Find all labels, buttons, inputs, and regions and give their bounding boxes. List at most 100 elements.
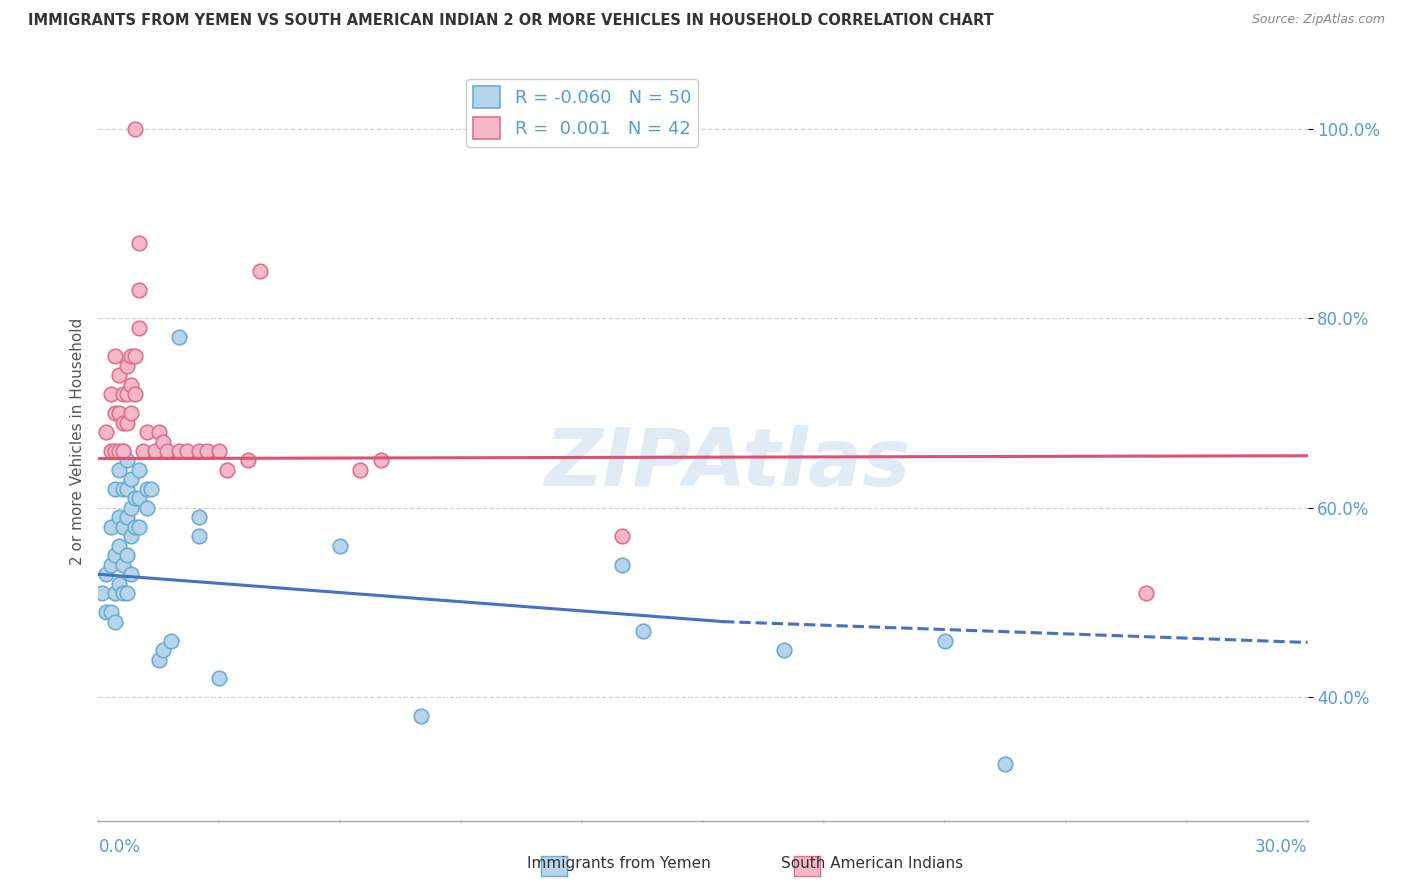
Text: 0.0%: 0.0%: [98, 838, 141, 855]
Text: Immigrants from Yemen: Immigrants from Yemen: [527, 856, 710, 871]
Point: [772, 643, 794, 657]
Point: [107, 539, 129, 553]
Point: [115, 359, 138, 373]
Point: [148, 652, 170, 666]
Point: [120, 567, 142, 582]
Point: [103, 349, 125, 363]
Point: [103, 482, 125, 496]
Point: [132, 444, 155, 458]
Point: [128, 235, 150, 250]
Point: [135, 482, 157, 496]
Point: [100, 605, 122, 619]
Point: [111, 586, 134, 600]
Point: [370, 453, 392, 467]
Point: [111, 482, 134, 496]
Point: [115, 548, 138, 563]
Point: [107, 463, 129, 477]
Point: [128, 283, 150, 297]
Point: [135, 500, 157, 515]
Text: Source: ZipAtlas.com: Source: ZipAtlas.com: [1251, 13, 1385, 27]
Point: [329, 539, 352, 553]
Point: [115, 416, 138, 430]
Point: [409, 709, 432, 723]
Point: [111, 444, 134, 458]
Point: [135, 425, 157, 439]
Point: [188, 510, 211, 524]
Y-axis label: 2 or more Vehicles in Household: 2 or more Vehicles in Household: [69, 318, 84, 566]
Point: [111, 520, 134, 534]
Legend: R = -0.060   N = 50, R =  0.001   N = 42: R = -0.060 N = 50, R = 0.001 N = 42: [465, 79, 699, 146]
Point: [176, 444, 198, 458]
Point: [188, 444, 211, 458]
Point: [128, 463, 150, 477]
Point: [96, 567, 118, 582]
Point: [107, 406, 129, 420]
Point: [107, 510, 129, 524]
Text: IMMIGRANTS FROM YEMEN VS SOUTH AMERICAN INDIAN 2 OR MORE VEHICLES IN HOUSEHOLD C: IMMIGRANTS FROM YEMEN VS SOUTH AMERICAN …: [28, 13, 994, 29]
Point: [111, 387, 134, 401]
Point: [195, 444, 218, 458]
Point: [107, 444, 129, 458]
Point: [167, 444, 190, 458]
Point: [167, 330, 190, 344]
Point: [111, 416, 134, 430]
Point: [124, 491, 146, 506]
Point: [188, 529, 211, 543]
Point: [128, 520, 150, 534]
Text: ZIPAtlas: ZIPAtlas: [544, 425, 910, 503]
Point: [96, 605, 118, 619]
Point: [152, 643, 174, 657]
Point: [120, 473, 142, 487]
Point: [148, 425, 170, 439]
Point: [100, 444, 122, 458]
Point: [107, 576, 129, 591]
Point: [236, 453, 259, 467]
Text: 30.0%: 30.0%: [1256, 838, 1308, 855]
Point: [115, 453, 138, 467]
Point: [103, 586, 125, 600]
Point: [111, 558, 134, 572]
Point: [115, 482, 138, 496]
Point: [115, 387, 138, 401]
Point: [160, 633, 183, 648]
Point: [115, 510, 138, 524]
Point: [103, 444, 125, 458]
Point: [208, 444, 231, 458]
Point: [349, 463, 371, 477]
Point: [156, 444, 179, 458]
Point: [208, 672, 231, 686]
Point: [120, 349, 142, 363]
Point: [124, 349, 146, 363]
Point: [612, 529, 634, 543]
Point: [139, 482, 162, 496]
Point: [217, 463, 239, 477]
Point: [120, 529, 142, 543]
Point: [111, 444, 134, 458]
Point: [120, 377, 142, 392]
Point: [100, 387, 122, 401]
Point: [115, 586, 138, 600]
Point: [107, 368, 129, 383]
Point: [91, 586, 114, 600]
Point: [994, 756, 1017, 771]
Point: [103, 406, 125, 420]
Point: [249, 264, 271, 278]
Text: South American Indians: South American Indians: [780, 856, 963, 871]
Point: [128, 491, 150, 506]
Point: [100, 520, 122, 534]
Point: [120, 500, 142, 515]
Point: [152, 434, 174, 449]
Point: [143, 444, 166, 458]
Point: [612, 558, 634, 572]
Point: [128, 320, 150, 334]
Point: [124, 121, 146, 136]
Point: [1135, 586, 1157, 600]
Point: [124, 387, 146, 401]
Point: [934, 633, 956, 648]
Point: [124, 520, 146, 534]
Point: [103, 548, 125, 563]
Point: [631, 624, 654, 639]
Point: [96, 425, 118, 439]
Point: [103, 615, 125, 629]
Point: [100, 558, 122, 572]
